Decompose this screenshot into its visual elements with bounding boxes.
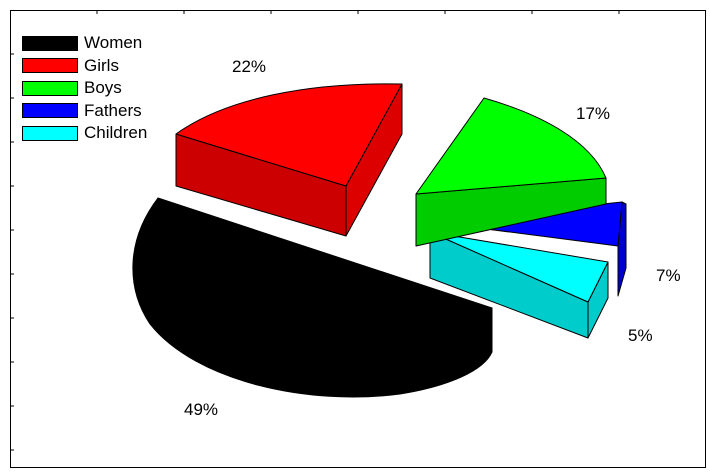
legend-label-boys: Boys bbox=[84, 78, 122, 98]
legend-swatch-boys bbox=[22, 80, 78, 96]
legend-label-girls: Girls bbox=[84, 55, 119, 75]
legend-label-women: Women bbox=[84, 33, 143, 53]
legend-item-girls: Girls bbox=[22, 55, 147, 78]
data-label-girls: 22% bbox=[232, 57, 267, 76]
legend-item-boys: Boys bbox=[22, 77, 147, 100]
legend-swatch-children bbox=[22, 125, 78, 141]
legend-item-women: Women bbox=[22, 32, 147, 55]
legend-label-children: Children bbox=[84, 123, 148, 143]
data-label-fathers: 7% bbox=[656, 266, 681, 285]
legend-swatch-women bbox=[22, 35, 78, 51]
pie-slice-girls bbox=[175, 83, 403, 237]
pie-slice-children bbox=[429, 231, 609, 339]
legend-item-fathers: Fathers bbox=[22, 100, 147, 123]
pie-slice-women bbox=[132, 197, 493, 398]
legend-swatch-girls bbox=[22, 58, 78, 74]
chart-legend: Women Girls Boys Fathers Children bbox=[22, 32, 147, 145]
legend-label-fathers: Fathers bbox=[84, 100, 142, 120]
legend-swatch-fathers bbox=[22, 103, 78, 119]
pie-slice-boys bbox=[415, 97, 607, 247]
legend-item-children: Children bbox=[22, 122, 147, 145]
data-label-women: 49% bbox=[184, 400, 219, 419]
data-label-boys: 17% bbox=[576, 104, 611, 123]
data-label-children: 5% bbox=[628, 326, 653, 345]
